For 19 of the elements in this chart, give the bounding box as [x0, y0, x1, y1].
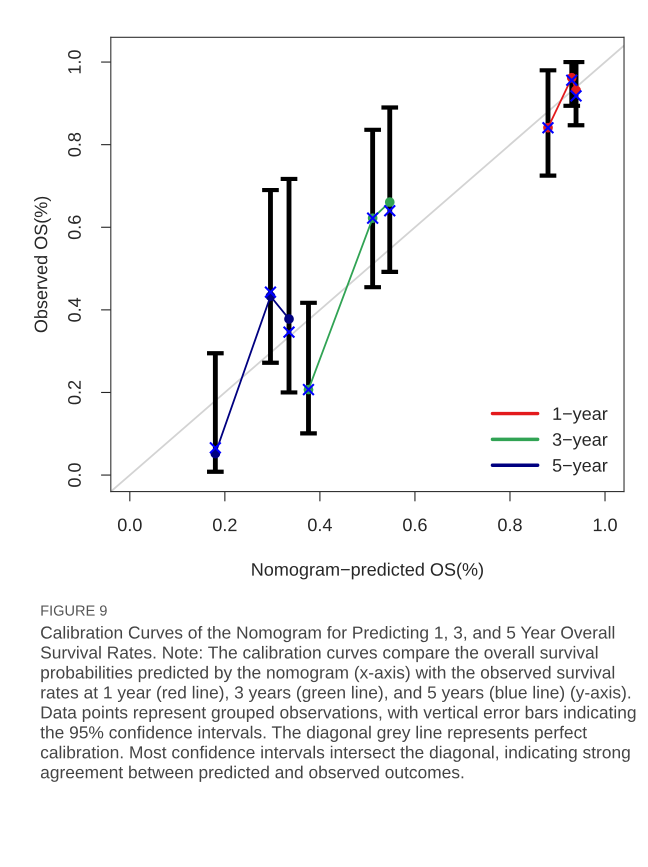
x-tick-label: 0.6 — [403, 518, 427, 532]
legend-label: 5−year — [552, 459, 608, 476]
x-tick-label: 0.4 — [308, 518, 332, 532]
x-tick-label: 1.0 — [594, 518, 617, 532]
y-tick-label: 0.2 — [68, 380, 81, 404]
y-tick-label: 0.6 — [68, 216, 81, 240]
legend-label: 3−year — [552, 433, 608, 450]
y-axis-title: Observed OS(%) — [34, 196, 51, 332]
legend-label: 1−year — [553, 407, 608, 424]
x-tick-label: 0.0 — [118, 518, 142, 532]
caption: FIGURE 9 — [41, 605, 107, 616]
x-tick-label: 0.2 — [213, 518, 236, 532]
x-tick-label: 0.8 — [498, 518, 522, 532]
x-axis-title: Nomogram−predicted OS(%) — [252, 562, 483, 580]
y-tick-label: 0.8 — [68, 132, 81, 157]
y-tick-label: 0.4 — [68, 298, 81, 322]
text: Calibration Curves of the Nomogram for Predicting 1, 3, and 5 Year Overall Survival Rates. Note: The calibration curves compare the overall survival probabilities predicted by the nomogram (x-axis) with the observed survival rates at 1 year (red line), 3 years (green line), and 5 years (blue line) (y-axis). Data points represent grouped observations, with vertical error bars indicating the 95% confidence intervals. The diagonal grey line represents perfect calibration. Most confidence intervals intersect the diagonal, indicating strong agreement between predicted and observed outcomes. — [40, 626, 636, 782]
y-tick-label: 1.0 — [68, 50, 81, 74]
y-tick-label: 0.0 — [68, 463, 81, 487]
